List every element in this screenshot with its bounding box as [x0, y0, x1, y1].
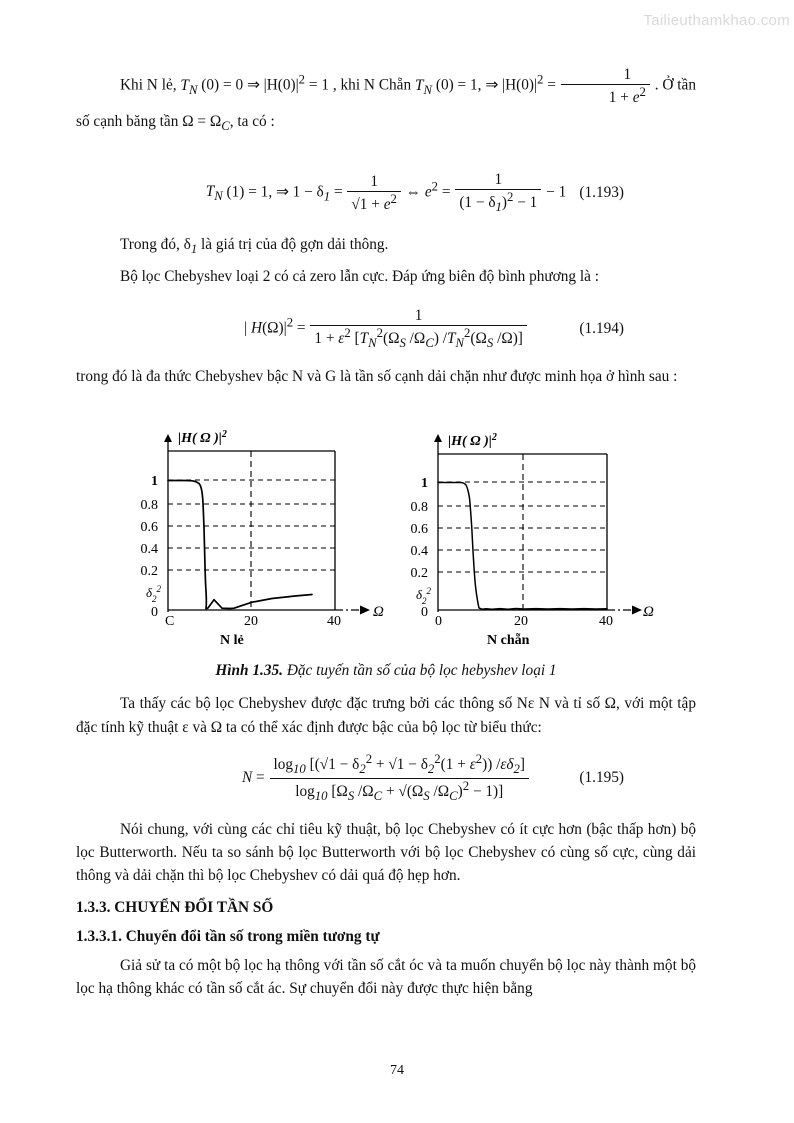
- svg-text:0.8: 0.8: [411, 500, 429, 515]
- svg-text:N chẵn: N chẵn: [487, 632, 530, 648]
- svg-text:0.4: 0.4: [141, 542, 159, 557]
- svg-text:0.6: 0.6: [411, 522, 429, 537]
- svg-text:20: 20: [514, 614, 528, 629]
- svg-text:|H( Ω )|2: |H( Ω )|2: [448, 432, 497, 450]
- svg-text:1: 1: [151, 474, 158, 489]
- svg-text:0.4: 0.4: [411, 544, 429, 559]
- svg-text:0.2: 0.2: [141, 564, 159, 579]
- svg-text:40: 40: [327, 614, 341, 629]
- svg-text:δ22: δ22: [146, 584, 162, 604]
- svg-text:0: 0: [435, 614, 442, 629]
- svg-text:|H( Ω )|2: |H( Ω )|2: [178, 429, 227, 447]
- svg-text:N lẻ: N lẻ: [220, 633, 244, 648]
- svg-text:Ω: Ω: [643, 604, 654, 620]
- svg-text:0: 0: [421, 605, 428, 620]
- svg-text:δ22: δ22: [416, 586, 432, 606]
- svg-text:20: 20: [244, 614, 258, 629]
- svg-text:Ω: Ω: [373, 604, 384, 620]
- svg-text:0.2: 0.2: [411, 566, 429, 581]
- svg-text:C: C: [165, 614, 174, 629]
- svg-text:0.8: 0.8: [141, 498, 159, 513]
- svg-text:0: 0: [151, 605, 158, 620]
- svg-text:40: 40: [599, 614, 613, 629]
- svg-text:0.6: 0.6: [141, 520, 159, 535]
- svg-text:1: 1: [421, 476, 428, 491]
